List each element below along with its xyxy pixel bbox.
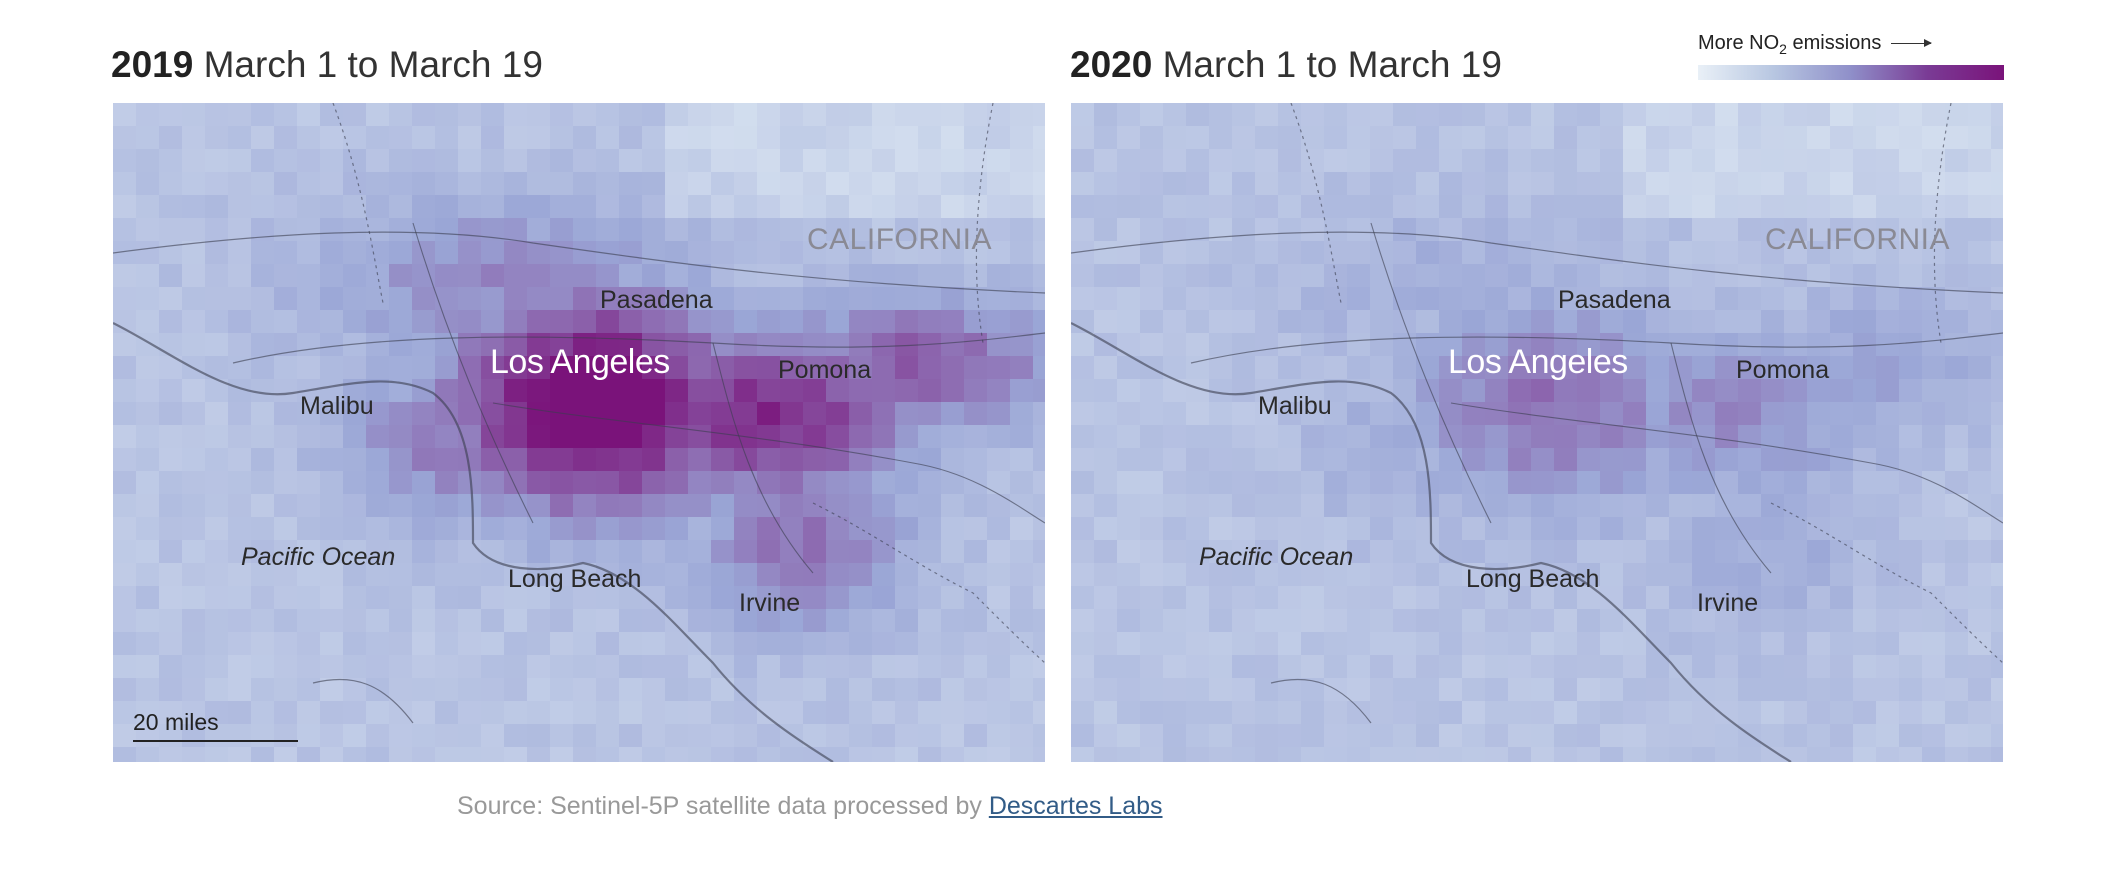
label-pomona: Pomona <box>1736 356 1830 384</box>
scale-label: 20 miles <box>133 709 219 735</box>
panel-title-2020: 2020 March 1 to March 19 <box>1070 44 1502 86</box>
panel-year: 2019 <box>111 44 194 85</box>
label-long-beach: Long Beach <box>508 565 642 593</box>
label-california: CALIFORNIA <box>807 223 993 256</box>
legend-label: More NO2 emissions <box>1698 32 2004 57</box>
legend-label-prefix: More NO <box>1698 32 1780 54</box>
panel-date-range: March 1 to March 19 <box>1162 44 1502 85</box>
map-2020: CALIFORNIA Pasadena Los Angeles Pomona M… <box>1071 103 2003 762</box>
label-pomona: Pomona <box>778 356 872 384</box>
label-pacific-ocean: Pacific Ocean <box>241 543 396 571</box>
map-2019: CALIFORNIA Pasadena Los Angeles Pomona M… <box>113 103 1045 762</box>
label-los-angeles: Los Angeles <box>1448 343 1628 381</box>
legend-label-suffix: emissions <box>1786 32 1882 54</box>
panel-date-range: March 1 to March 19 <box>203 44 543 85</box>
no2-heatmap <box>113 103 1045 762</box>
source-prefix: Source: Sentinel-5P satellite data proce… <box>457 792 989 820</box>
no2-heatmap <box>1071 103 2003 762</box>
panel-title-2019: 2019 March 1 to March 19 <box>111 44 543 86</box>
map-scale: 20 miles <box>133 709 298 742</box>
panel-year: 2020 <box>1070 44 1153 85</box>
legend-label-subscript: 2 <box>1779 41 1787 57</box>
label-malibu: Malibu <box>300 392 374 420</box>
label-malibu: Malibu <box>1258 392 1332 420</box>
label-pasadena: Pasadena <box>600 286 713 314</box>
label-los-angeles: Los Angeles <box>490 343 670 381</box>
emissions-legend: More NO2 emissions <box>1698 32 2004 80</box>
scale-bar <box>133 740 298 742</box>
label-california: CALIFORNIA <box>1765 223 1951 256</box>
arrow-right-icon <box>1891 39 1933 48</box>
source-credit: Source: Sentinel-5P satellite data proce… <box>457 792 1163 821</box>
descartes-labs-link[interactable]: Descartes Labs <box>988 792 1163 820</box>
label-long-beach: Long Beach <box>1466 565 1600 593</box>
legend-color-ramp <box>1698 65 2004 80</box>
label-irvine: Irvine <box>739 589 801 617</box>
label-irvine: Irvine <box>1697 589 1759 617</box>
label-pacific-ocean: Pacific Ocean <box>1199 543 1354 571</box>
label-pasadena: Pasadena <box>1558 286 1671 314</box>
